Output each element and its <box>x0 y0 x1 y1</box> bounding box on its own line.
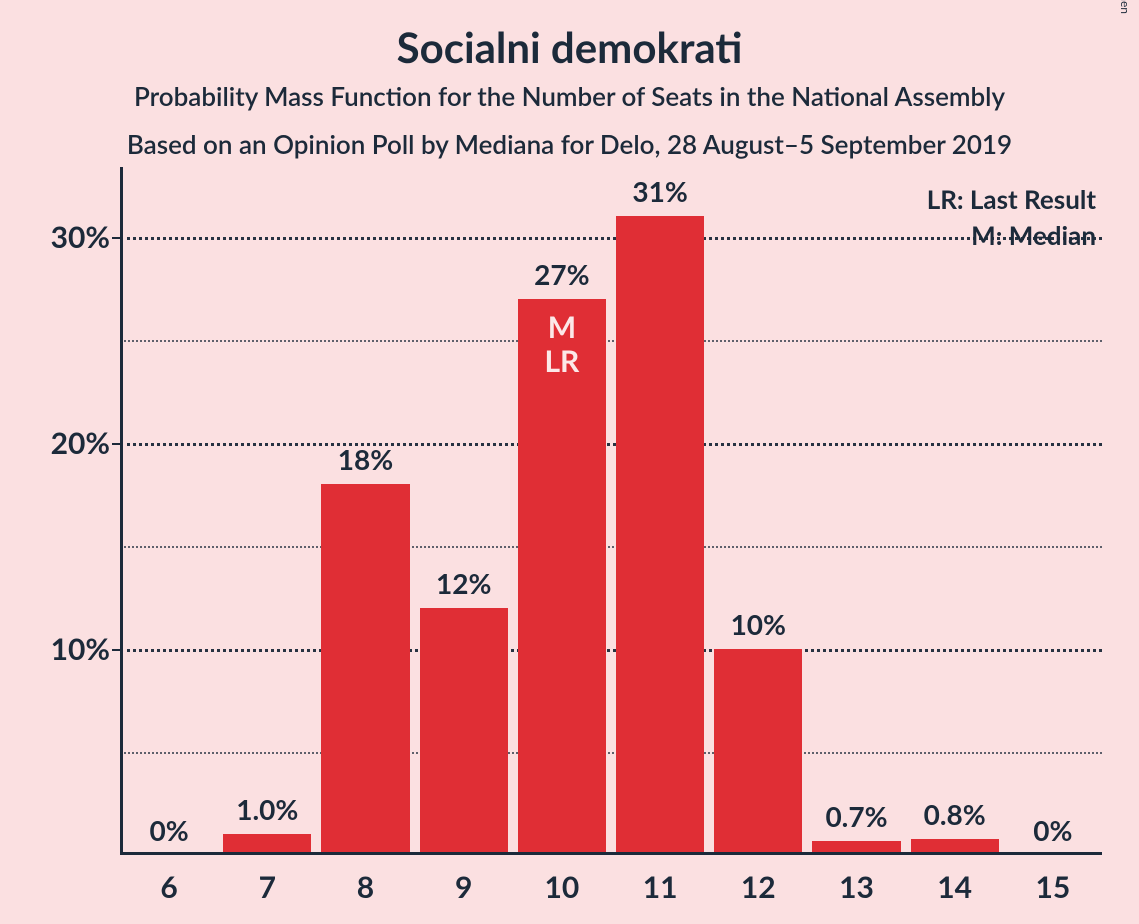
y-tick-mark <box>112 649 120 651</box>
chart-canvas: Socialni demokrati Probability Mass Func… <box>0 0 1139 924</box>
x-tick-label: 12 <box>709 869 807 905</box>
x-tick-label: 11 <box>611 869 709 905</box>
plot-area: 0%1.0%18%12%MLR27%31%10%0.7%0.8%0% LR: L… <box>120 175 1102 855</box>
bar-value-label: 27% <box>513 257 611 291</box>
x-tick-label: 9 <box>415 869 513 905</box>
bar-value-label: 31% <box>611 174 709 208</box>
grid-line-minor <box>120 752 1102 754</box>
y-axis <box>120 167 123 855</box>
x-tick-label: 8 <box>316 869 414 905</box>
bar-value-label: 10% <box>709 607 807 641</box>
bar-value-label: 0% <box>120 813 218 847</box>
y-tick-label: 10% <box>30 631 110 667</box>
legend-last-result: LR: Last Result <box>927 183 1096 215</box>
grid-line-major <box>120 649 1102 652</box>
x-tick-label: 15 <box>1004 869 1102 905</box>
chart-title: Socialni demokrati <box>0 22 1139 72</box>
chart-subtitle-1: Probability Mass Function for the Number… <box>0 80 1139 112</box>
grid-line-major <box>120 237 1102 240</box>
y-tick-mark <box>112 237 120 239</box>
bar <box>321 484 409 855</box>
median-marker: M <box>518 309 606 345</box>
bar <box>714 649 802 855</box>
bar-value-label: 1.0% <box>218 792 316 826</box>
grid-line-minor <box>120 340 1102 342</box>
bar-value-label: 0.7% <box>807 799 905 833</box>
y-tick-label: 20% <box>30 425 110 461</box>
bar <box>616 216 704 855</box>
grid-line-minor <box>120 546 1102 548</box>
x-tick-label: 14 <box>906 869 1004 905</box>
x-tick-label: 7 <box>218 869 316 905</box>
bar-value-label: 18% <box>316 442 414 476</box>
grid-line-major <box>120 443 1102 446</box>
bar-value-label: 0% <box>1004 813 1102 847</box>
bar: MLR <box>518 299 606 855</box>
last-result-marker: LR <box>518 343 606 379</box>
bar <box>420 608 508 855</box>
chart-subtitle-2: Based on an Opinion Poll by Mediana for … <box>0 128 1139 160</box>
copyright-text: © 2020 Filip van Laenen <box>1118 0 1133 14</box>
x-tick-label: 10 <box>513 869 611 905</box>
x-axis <box>120 852 1102 855</box>
x-tick-label: 13 <box>807 869 905 905</box>
x-tick-label: 6 <box>120 869 218 905</box>
y-tick-mark <box>112 443 120 445</box>
legend-median: M: Median <box>971 219 1096 251</box>
bar-value-label: 12% <box>415 566 513 600</box>
bar-value-label: 0.8% <box>906 797 1004 831</box>
y-tick-label: 30% <box>30 219 110 255</box>
